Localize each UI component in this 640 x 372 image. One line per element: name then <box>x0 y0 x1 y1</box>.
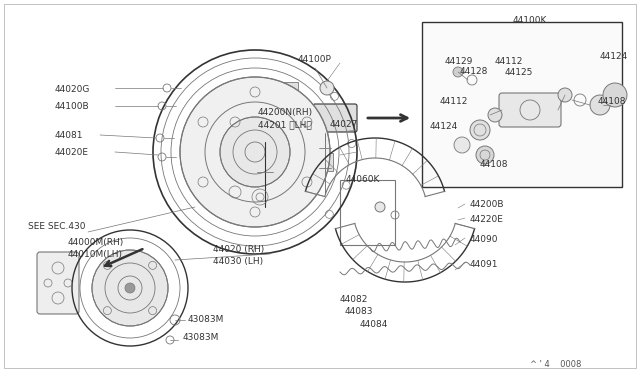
Text: 44000M(RH): 44000M(RH) <box>68 238 124 247</box>
Circle shape <box>470 120 490 140</box>
FancyBboxPatch shape <box>313 104 357 132</box>
Text: 44083: 44083 <box>345 307 374 316</box>
Text: 44108: 44108 <box>480 160 509 169</box>
Circle shape <box>558 88 572 102</box>
Text: 44100K: 44100K <box>513 16 547 25</box>
Text: 44200B: 44200B <box>470 200 504 209</box>
Text: 44027: 44027 <box>330 120 358 129</box>
Text: 44020E: 44020E <box>55 148 89 157</box>
Text: 44100B: 44100B <box>55 102 90 111</box>
Text: 44082: 44082 <box>340 295 369 304</box>
Text: 44030 (LH): 44030 (LH) <box>213 257 263 266</box>
Bar <box>317 153 333 171</box>
Text: 44108: 44108 <box>598 97 627 106</box>
Text: 44091: 44091 <box>470 260 499 269</box>
Circle shape <box>180 77 330 227</box>
Text: 43083M: 43083M <box>183 333 220 342</box>
Circle shape <box>488 108 502 122</box>
Text: 44128: 44128 <box>460 67 488 76</box>
Text: 44124: 44124 <box>600 52 628 61</box>
Text: 44020G: 44020G <box>55 85 90 94</box>
Text: 44060K: 44060K <box>346 175 380 184</box>
Text: 44201 〈LH〉: 44201 〈LH〉 <box>258 120 312 129</box>
Circle shape <box>590 95 610 115</box>
Circle shape <box>454 137 470 153</box>
Text: 44112: 44112 <box>495 57 524 66</box>
Text: 44020 (RH): 44020 (RH) <box>213 245 264 254</box>
FancyBboxPatch shape <box>262 82 298 132</box>
Text: 44124: 44124 <box>430 122 458 131</box>
Text: 44220E: 44220E <box>470 215 504 224</box>
Text: 44090: 44090 <box>470 235 499 244</box>
Text: 44010M(LH): 44010M(LH) <box>68 250 123 259</box>
Circle shape <box>320 81 334 95</box>
Bar <box>422 22 622 187</box>
Text: SEE SEC.430: SEE SEC.430 <box>28 222 86 231</box>
Circle shape <box>375 202 385 212</box>
FancyBboxPatch shape <box>37 252 79 314</box>
Text: 44125: 44125 <box>505 68 533 77</box>
Text: 44200N(RH): 44200N(RH) <box>258 108 313 117</box>
Bar <box>340 180 395 245</box>
Circle shape <box>92 250 168 326</box>
Text: 44112: 44112 <box>440 97 468 106</box>
Text: 44084: 44084 <box>360 320 388 329</box>
Text: 44129: 44129 <box>445 57 474 66</box>
Circle shape <box>453 67 463 77</box>
FancyBboxPatch shape <box>499 93 561 127</box>
Text: 43083M: 43083M <box>188 315 225 324</box>
Text: 44081: 44081 <box>55 131 83 140</box>
Circle shape <box>603 83 627 107</box>
Bar <box>257 162 273 182</box>
Circle shape <box>476 146 494 164</box>
Text: ^ ' 4    0008: ^ ' 4 0008 <box>530 360 581 369</box>
Text: 44100P: 44100P <box>298 55 332 64</box>
Circle shape <box>125 283 135 293</box>
Circle shape <box>220 117 290 187</box>
